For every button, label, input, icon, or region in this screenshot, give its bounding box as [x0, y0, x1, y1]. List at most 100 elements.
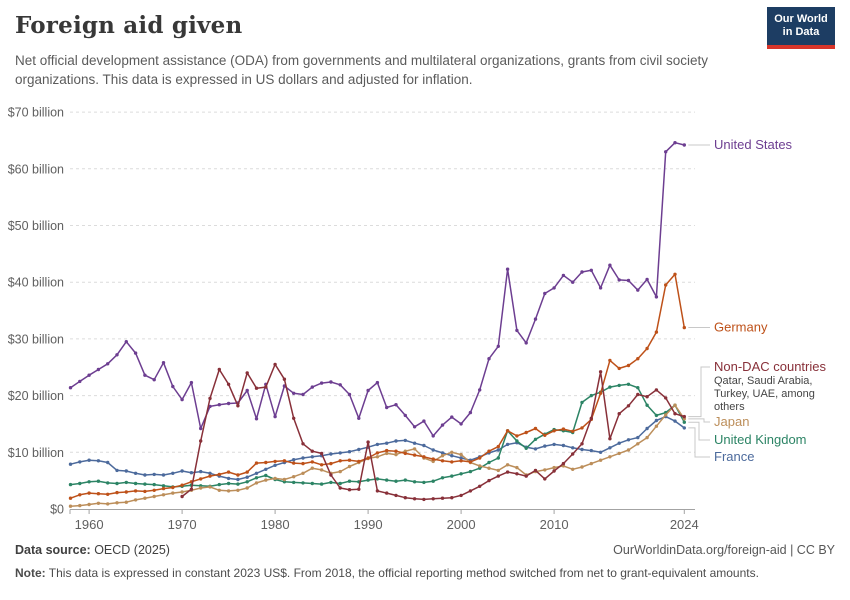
- pt-2017[interactable]: [617, 412, 621, 416]
- pt-1995[interactable]: [412, 453, 417, 457]
- series-label-germany[interactable]: Germany: [714, 320, 768, 335]
- pt-1966[interactable]: [143, 473, 147, 477]
- pt-1979[interactable]: [264, 467, 268, 471]
- pt-1965[interactable]: [133, 481, 138, 486]
- pt-1982[interactable]: [292, 458, 296, 462]
- pt-1961[interactable]: [96, 479, 101, 483]
- pt-1987[interactable]: [338, 383, 342, 387]
- pt-1958[interactable]: [68, 504, 73, 508]
- pt-1960[interactable]: [87, 480, 91, 484]
- pt-2011[interactable]: [561, 461, 566, 466]
- pt-1980[interactable]: [273, 414, 277, 419]
- pt-2009[interactable]: [543, 433, 547, 437]
- pt-1958[interactable]: [68, 462, 73, 466]
- series-united-states[interactable]: [68, 141, 686, 438]
- pt-1992[interactable]: [385, 405, 389, 410]
- pt-1996[interactable]: [422, 497, 426, 502]
- series-label-non-dac-countries[interactable]: Non-DAC countries: [714, 359, 826, 374]
- pt-1966[interactable]: [143, 482, 147, 486]
- pt-1972[interactable]: [199, 469, 203, 474]
- pt-2016[interactable]: [608, 263, 612, 267]
- pt-2008[interactable]: [533, 447, 538, 451]
- pt-1984[interactable]: [310, 460, 314, 464]
- pt-1980[interactable]: [273, 476, 277, 481]
- pt-2018[interactable]: [626, 278, 631, 283]
- pt-1979[interactable]: [264, 460, 268, 465]
- series-line-france[interactable]: [70, 415, 685, 481]
- pt-2016[interactable]: [608, 385, 612, 389]
- pt-1977[interactable]: [245, 475, 249, 479]
- pt-1988[interactable]: [347, 392, 352, 397]
- pt-1972[interactable]: [199, 486, 203, 490]
- pt-1992[interactable]: [385, 448, 389, 453]
- pt-2006[interactable]: [515, 328, 519, 333]
- pt-1967[interactable]: [152, 472, 156, 477]
- pt-2022[interactable]: [664, 413, 668, 417]
- pt-1965[interactable]: [133, 489, 138, 493]
- pt-1989[interactable]: [357, 416, 361, 420]
- pt-1977[interactable]: [245, 371, 249, 375]
- pt-2023[interactable]: [673, 419, 677, 423]
- pt-1971[interactable]: [189, 487, 194, 491]
- pt-2018[interactable]: [626, 404, 631, 408]
- pt-1965[interactable]: [133, 471, 138, 475]
- pt-2004[interactable]: [496, 448, 500, 452]
- pt-1992[interactable]: [385, 441, 389, 445]
- pt-1966[interactable]: [143, 496, 147, 500]
- pt-1992[interactable]: [385, 478, 389, 482]
- pt-1983[interactable]: [301, 481, 305, 485]
- series-label-japan[interactable]: Japan: [714, 414, 749, 429]
- pt-2000[interactable]: [459, 422, 463, 426]
- pt-2006[interactable]: [515, 434, 519, 438]
- owid-link[interactable]: OurWorldinData.org/foreign-aid | CC BY: [613, 543, 835, 557]
- pt-2007[interactable]: [524, 430, 528, 435]
- pt-1996[interactable]: [422, 419, 426, 423]
- pt-1982[interactable]: [292, 480, 296, 485]
- pt-2018[interactable]: [626, 448, 631, 452]
- pt-2013[interactable]: [580, 426, 584, 430]
- pt-1976[interactable]: [236, 477, 240, 482]
- pt-2019[interactable]: [636, 386, 640, 390]
- pt-1983[interactable]: [301, 392, 305, 397]
- pt-1998[interactable]: [440, 451, 445, 455]
- pt-2012[interactable]: [571, 429, 575, 433]
- pt-2016[interactable]: [608, 358, 612, 363]
- pt-1981[interactable]: [282, 459, 287, 463]
- series-non-dac-countries[interactable]: [180, 362, 686, 502]
- pt-2021[interactable]: [654, 424, 659, 428]
- pt-1982[interactable]: [292, 461, 296, 465]
- pt-2012[interactable]: [571, 280, 575, 284]
- pt-2005[interactable]: [505, 267, 510, 271]
- pt-2001[interactable]: [468, 410, 473, 415]
- pt-1961[interactable]: [96, 501, 101, 505]
- pt-1971[interactable]: [189, 380, 194, 385]
- pt-1987[interactable]: [338, 459, 342, 463]
- pt-2009[interactable]: [543, 477, 547, 481]
- pt-2019[interactable]: [636, 288, 640, 292]
- pt-1971[interactable]: [189, 471, 194, 475]
- pt-1976[interactable]: [236, 473, 240, 477]
- owid-logo[interactable]: Our World in Data: [767, 7, 835, 49]
- pt-1988[interactable]: [347, 458, 352, 462]
- pt-1962[interactable]: [106, 460, 110, 465]
- pt-2004[interactable]: [496, 474, 500, 478]
- pt-1965[interactable]: [133, 498, 138, 502]
- pt-2021[interactable]: [654, 418, 659, 423]
- pt-2017[interactable]: [617, 366, 621, 371]
- pt-2012[interactable]: [571, 452, 575, 456]
- pt-1969[interactable]: [171, 485, 175, 490]
- pt-1988[interactable]: [347, 479, 352, 483]
- pt-1987[interactable]: [338, 451, 342, 455]
- pt-1966[interactable]: [143, 373, 147, 377]
- pt-1959[interactable]: [78, 379, 82, 384]
- pt-1992[interactable]: [385, 451, 389, 456]
- pt-1993[interactable]: [394, 449, 398, 453]
- pt-1967[interactable]: [152, 494, 156, 499]
- pt-1964[interactable]: [124, 469, 128, 473]
- pt-1991[interactable]: [375, 489, 380, 493]
- pt-1990[interactable]: [366, 456, 370, 460]
- pt-1972[interactable]: [199, 439, 203, 443]
- pt-2005[interactable]: [505, 429, 510, 433]
- pt-1969[interactable]: [171, 491, 175, 495]
- pt-1996[interactable]: [422, 443, 426, 448]
